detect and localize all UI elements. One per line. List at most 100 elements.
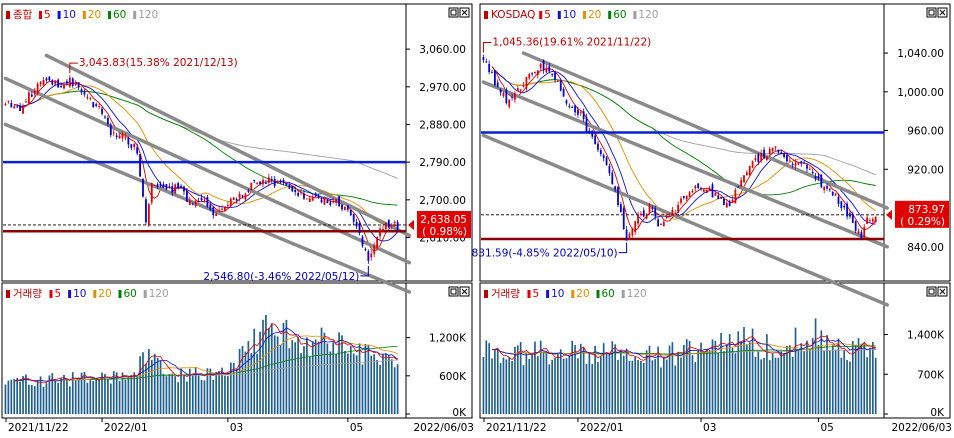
candle-body (235, 198, 238, 201)
volume-bar (768, 360, 771, 414)
volume-bar (148, 349, 150, 414)
candle-body (651, 207, 654, 210)
candle-body (763, 149, 765, 159)
volume-bar (482, 357, 485, 414)
candle-body (33, 90, 36, 94)
volume-bar (588, 352, 591, 414)
volume-bar (811, 338, 814, 414)
candle-body (112, 132, 115, 134)
volume-bar (224, 375, 226, 414)
candle-body (212, 207, 215, 216)
candle-body (344, 206, 346, 211)
channel-line (521, 51, 889, 210)
candle-body (22, 105, 24, 114)
volume-bar (150, 359, 153, 414)
volume-bar (320, 327, 323, 414)
volume-bar (746, 344, 748, 414)
candle-body (308, 198, 311, 202)
candle-body (840, 201, 843, 209)
candle-body (668, 215, 671, 217)
volume-bar (256, 353, 258, 414)
candle-body (36, 83, 39, 94)
restore-icon (448, 7, 459, 18)
volume-bar (780, 351, 783, 414)
legend-ma-5: 5 (44, 9, 51, 21)
candle-body (788, 160, 791, 162)
candle-body (387, 219, 390, 228)
candle-body (19, 105, 22, 111)
close-icon-stroke (461, 9, 468, 16)
candle-body (124, 136, 127, 138)
candle-body (866, 217, 869, 224)
candle-body (688, 192, 691, 197)
volume-bar (717, 352, 720, 414)
candle-body (106, 117, 109, 125)
volume-bar (124, 379, 127, 414)
volume-bar (247, 341, 250, 414)
volume-bar (791, 356, 794, 414)
volume-bar (238, 349, 241, 414)
candle-body (77, 82, 80, 88)
candle-body (291, 186, 294, 192)
volume-bar (89, 378, 92, 414)
volume-bar (628, 360, 631, 414)
volume-bar (308, 356, 311, 414)
candle-body (545, 67, 548, 73)
volume-bar (273, 335, 276, 414)
candle-body (817, 175, 820, 178)
candle-body (551, 73, 554, 75)
current-price-change: ( 0.29%) (900, 216, 945, 228)
candle-body (834, 193, 837, 196)
volume-bar (605, 353, 608, 414)
volume-bar (203, 380, 206, 414)
candle-body (562, 89, 565, 97)
candle-body (86, 96, 89, 98)
volume-bar (697, 349, 700, 414)
x-tick-label: 05 (350, 422, 363, 434)
volume-bar (209, 368, 212, 414)
candle-body (665, 216, 668, 219)
legend-ma-10: 10 (563, 9, 576, 21)
candle-body (614, 186, 617, 190)
current-price-value: 2,638.05 (420, 214, 467, 226)
candle-body (224, 206, 226, 212)
candle-body (218, 210, 221, 212)
volume-bar (338, 332, 340, 414)
volume-bar (22, 376, 24, 414)
candle-body (42, 79, 45, 86)
volume-y-tick-label: 0K (452, 407, 467, 419)
candle-body (338, 196, 340, 207)
candle-body (637, 215, 639, 224)
volume-bar (191, 375, 194, 414)
candle-body (577, 110, 579, 115)
candle-body (691, 190, 694, 193)
restore-icon-box (928, 9, 935, 16)
candle-body (854, 221, 857, 231)
volume-bar (662, 357, 665, 414)
volume-bar (352, 353, 355, 414)
volume-ma-20-line (491, 342, 876, 357)
candle-body (259, 181, 261, 184)
volume-bar (253, 328, 256, 414)
candle-body (156, 184, 159, 187)
legend-ma-swatch (527, 290, 531, 298)
volume-bar (186, 381, 188, 414)
volume-bar (849, 361, 851, 414)
volume-bar (51, 373, 54, 414)
volume-bar (194, 367, 197, 414)
candle-body (511, 96, 513, 98)
candle-body (332, 201, 335, 203)
candle-body (783, 153, 785, 158)
chart-panel-kosdaq: KOSDAQ 5 10 20 60 120 거래량 5 10 20 60 120 1,040.00 1,0… (472, 3, 952, 434)
candle-body (808, 168, 811, 170)
volume-y-tick-label: 0K (930, 407, 945, 419)
candle-body (27, 92, 30, 105)
volume-bar (557, 353, 559, 414)
volume-bar (48, 375, 51, 414)
volume-bar (743, 326, 745, 414)
volume-bar (754, 356, 757, 414)
candle-body (48, 76, 51, 81)
candle-body (139, 154, 141, 177)
candle-body (115, 135, 118, 138)
candle-body (80, 89, 83, 93)
